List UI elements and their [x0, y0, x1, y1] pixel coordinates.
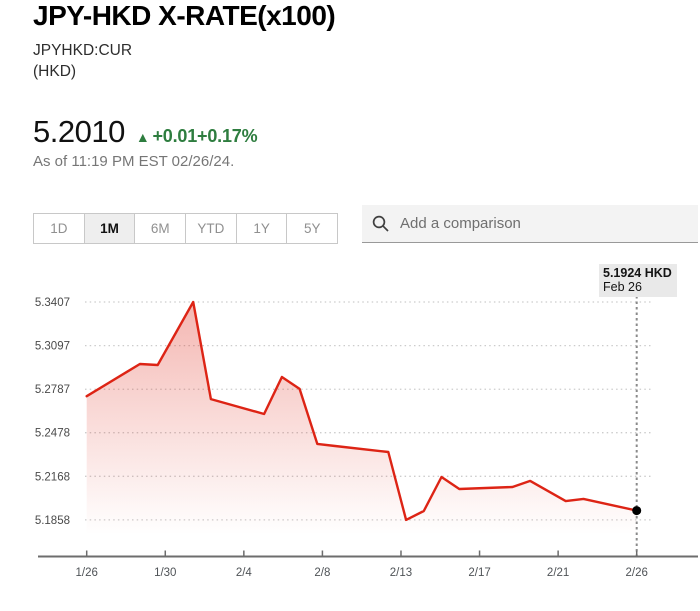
tab-ytd[interactable]: YTD [185, 213, 237, 244]
up-arrow-icon: ▲ [135, 129, 150, 145]
last-point-date: Feb 26 [603, 280, 642, 294]
x-axis-label: 2/8 [314, 567, 330, 579]
x-axis-label: 2/13 [390, 567, 412, 579]
search-icon [372, 215, 389, 232]
last-point-price: 5.1924 HKD [603, 266, 672, 280]
y-axis-label: 5.2478 [35, 428, 70, 440]
x-axis-label: 1/26 [76, 567, 98, 579]
ticker-symbol: JPYHKD:CUR [33, 42, 133, 59]
y-axis-label: 5.3407 [35, 297, 70, 309]
tab-5y[interactable]: 5Y [286, 213, 339, 244]
quote-row: 5.2010 ▲ +0.01+0.17% [33, 114, 258, 149]
tab-6m[interactable]: 6M [134, 213, 187, 244]
last-point-dot [632, 506, 642, 516]
y-axis-label: 5.2168 [35, 471, 70, 483]
price-area [86, 302, 637, 545]
y-axis-label: 5.3097 [35, 341, 70, 353]
tab-1m[interactable]: 1M [83, 213, 136, 244]
range-tabs: 1D 1M 6M YTD 1Y 5Y [33, 213, 339, 244]
quote-currency: (HKD) [33, 63, 77, 80]
comparison-searchbox[interactable] [362, 205, 698, 243]
last-price: 5.2010 [33, 114, 125, 149]
price-change: ▲ +0.01+0.17% [136, 126, 258, 147]
as-of-timestamp: As of 11:19 PM EST 02/26/24. [33, 153, 235, 170]
page-title: JPY-HKD X-RATE(x100) [33, 0, 336, 31]
y-axis-label: 5.2787 [35, 384, 70, 396]
x-axis-label: 2/17 [468, 567, 490, 579]
tab-1y[interactable]: 1Y [235, 213, 288, 244]
x-axis-label: 1/30 [154, 567, 176, 579]
change-value: +0.01 [152, 126, 198, 146]
tab-1d[interactable]: 1D [33, 213, 85, 244]
last-point-label: 5.1924 HKD Feb 26 [599, 264, 677, 297]
x-axis-label: 2/26 [626, 567, 648, 579]
price-line [85, 300, 638, 522]
x-axis-label: 2/21 [547, 567, 569, 579]
x-axis-label: 2/4 [236, 567, 253, 579]
change-percent: +0.17% [197, 126, 258, 146]
y-axis-label: 5.1858 [35, 515, 70, 527]
comparison-search-input[interactable] [398, 214, 688, 233]
